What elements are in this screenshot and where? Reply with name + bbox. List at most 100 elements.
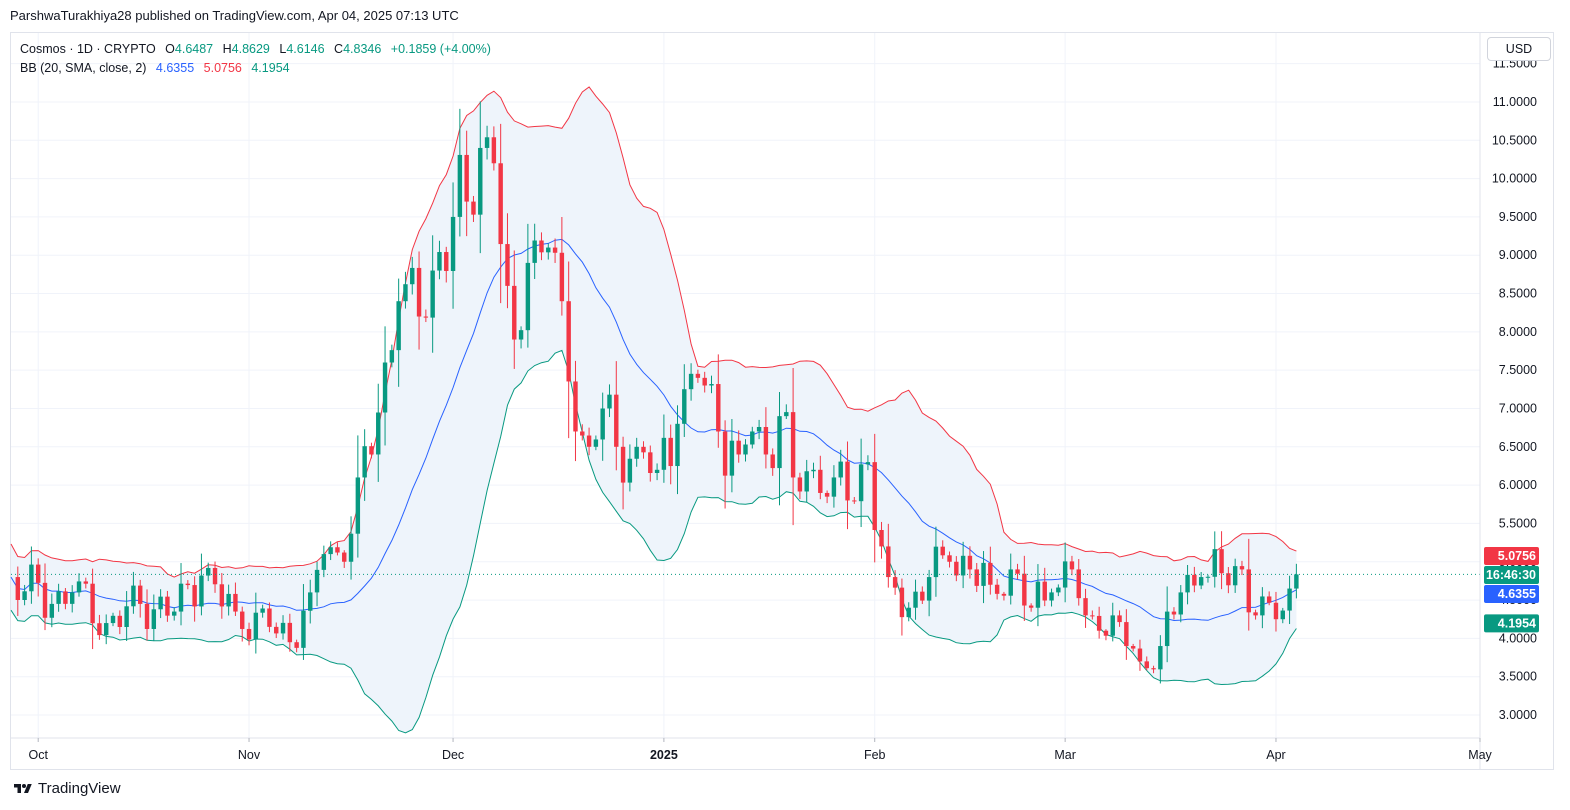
x-tick-label: Nov	[238, 748, 261, 762]
candle-up	[607, 394, 612, 409]
candle-down	[695, 373, 701, 378]
candle-up	[750, 431, 755, 445]
candle-up	[1049, 592, 1054, 601]
candle-down	[974, 569, 979, 586]
candle-up	[743, 444, 748, 455]
bb-basis-value: 4.6355	[155, 61, 195, 75]
candle-up	[532, 240, 537, 263]
y-tick-label: 9.5000	[1499, 210, 1537, 224]
candle-up	[960, 555, 966, 576]
candle-down	[63, 591, 68, 604]
price-axis-label-box	[1484, 584, 1539, 603]
x-tick-label: Oct	[28, 748, 48, 762]
candle-up	[396, 301, 401, 351]
candle-up	[362, 446, 367, 478]
candle-up	[151, 609, 157, 629]
price-axis-label: 4.6355	[1498, 587, 1536, 601]
candle-up	[484, 137, 490, 148]
candle-up	[661, 437, 667, 470]
candle-down	[35, 564, 41, 583]
candle-up	[1232, 566, 1238, 586]
candle-down	[1069, 561, 1075, 570]
candle-down	[770, 454, 775, 469]
tradingview-logo[interactable]: TradingView	[12, 780, 121, 797]
candle-up	[104, 623, 109, 636]
candle-down	[287, 622, 293, 643]
candle-down	[1028, 605, 1034, 608]
x-tick-label: Mar	[1054, 748, 1076, 762]
y-tick-label: 3.0000	[1499, 708, 1537, 722]
bb-lower-value: 4.1954	[251, 61, 290, 75]
candle-down	[233, 593, 238, 612]
candle-down	[580, 431, 585, 436]
y-tick-label: 9.0000	[1499, 248, 1537, 262]
candle-down	[471, 201, 476, 215]
candle-up	[709, 384, 714, 386]
candle-up	[1178, 592, 1183, 615]
candle-up	[1280, 610, 1285, 620]
candle-down	[1246, 569, 1251, 613]
candle-up	[29, 564, 34, 592]
candle-up	[124, 606, 129, 627]
candle-down	[988, 562, 993, 585]
candle-up	[22, 591, 27, 600]
candle-down	[219, 584, 225, 607]
candle-down	[1226, 573, 1231, 586]
candle-up	[49, 603, 55, 618]
candle-down	[994, 584, 1000, 594]
currency-button[interactable]: USD	[1487, 37, 1551, 61]
candle-down	[947, 555, 952, 562]
candle-down	[872, 462, 877, 531]
candle-down	[1022, 573, 1027, 606]
candle-up	[688, 373, 694, 390]
bb-indicator-label[interactable]: BB (20, SMA, close, 2)	[20, 61, 147, 75]
candle-down	[818, 469, 823, 493]
bollinger-upper-line	[10, 86, 1297, 578]
open-label: O	[165, 42, 175, 56]
candle-down	[335, 547, 340, 553]
x-tick-label: May	[1468, 748, 1492, 762]
candle-down	[722, 431, 728, 476]
candle-down	[586, 435, 592, 447]
close-label: C	[334, 42, 344, 56]
candle-up	[1110, 615, 1115, 636]
candle-up	[525, 262, 531, 331]
candle-down	[97, 623, 102, 636]
tradingview-logo-text: TradingView	[38, 780, 121, 797]
candle-down	[1171, 611, 1177, 615]
candle-up	[260, 608, 265, 613]
candle-down	[824, 492, 830, 497]
candle-down	[1001, 593, 1007, 596]
candle-up	[1062, 561, 1068, 588]
candle-down	[763, 426, 769, 455]
candle-down	[614, 394, 619, 447]
candle-down	[267, 608, 272, 627]
candle-up	[56, 591, 61, 604]
chart-frame	[10, 32, 1554, 770]
candle-down	[736, 440, 741, 455]
bb-upper-value: 5.0756	[203, 61, 242, 75]
candle-up	[1185, 574, 1190, 593]
candle-up	[634, 446, 639, 459]
candle-down	[512, 285, 517, 340]
candle-down	[423, 316, 429, 318]
bb-legend-row: BB (20, SMA, close, 2) 4.6355 5.0756 4.1…	[20, 59, 491, 78]
candle-up	[1205, 576, 1211, 578]
candle-down	[559, 252, 565, 302]
candle-up	[682, 389, 687, 424]
candle-up	[430, 270, 435, 318]
y-tick-label: 10.0000	[1492, 172, 1537, 186]
bollinger-band-fill	[11, 87, 1297, 733]
candle-up	[811, 469, 816, 472]
y-tick-label: 4.0000	[1499, 631, 1537, 645]
candle-down	[954, 561, 959, 576]
candle-down	[444, 252, 449, 272]
candle-up	[858, 464, 864, 502]
candle-up	[376, 412, 381, 455]
candle-down	[192, 585, 197, 607]
candle-down	[498, 163, 503, 245]
candle-up	[450, 216, 456, 272]
candle-down	[491, 137, 497, 164]
symbol-label[interactable]: Cosmos · 1D · CRYPTO	[20, 42, 156, 56]
